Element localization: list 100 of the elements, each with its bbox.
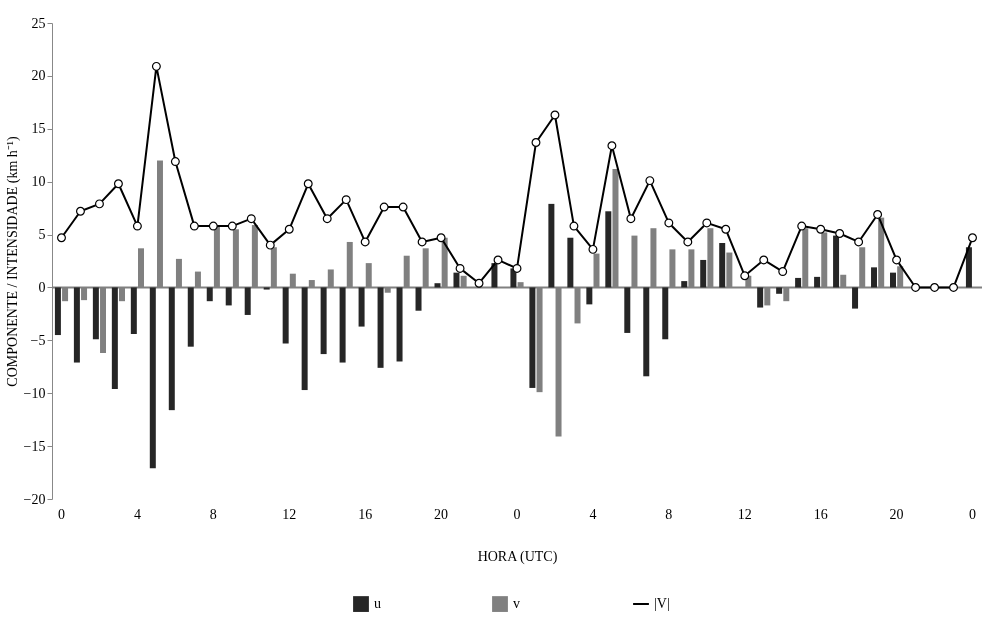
bar xyxy=(73,287,80,363)
point xyxy=(607,141,617,151)
point xyxy=(455,263,465,273)
bar xyxy=(244,287,251,315)
bar xyxy=(814,276,821,288)
bar xyxy=(130,287,137,334)
bar xyxy=(377,287,384,368)
bar xyxy=(396,287,403,362)
x-tick-label: 8 xyxy=(665,506,673,522)
bar xyxy=(187,287,194,347)
point xyxy=(569,221,579,231)
point xyxy=(683,237,693,247)
x-axis-title: HORA (UTC) xyxy=(477,548,558,565)
x-tick-label: 16 xyxy=(358,506,373,522)
x-tick-label: 20 xyxy=(434,506,449,522)
y-axis-title: COMPONENTE / INTENSIDADE (km h⁻¹) xyxy=(4,136,21,387)
bar xyxy=(434,283,441,288)
x-tick-label: 20 xyxy=(889,506,904,522)
y-tick-label: 0 xyxy=(38,279,46,295)
bar xyxy=(54,287,61,336)
bar xyxy=(965,247,972,288)
y-tick-label: −15 xyxy=(23,438,46,454)
point xyxy=(132,221,142,231)
point xyxy=(474,278,484,288)
point xyxy=(417,237,427,247)
point xyxy=(76,206,85,216)
bar xyxy=(605,211,612,288)
point xyxy=(664,218,674,228)
point xyxy=(778,267,788,277)
y-tick-label: 20 xyxy=(31,68,46,84)
point xyxy=(57,233,66,243)
point xyxy=(189,221,199,231)
point xyxy=(968,233,977,243)
bar xyxy=(662,287,669,340)
y-tick-label: −10 xyxy=(23,385,46,401)
bar xyxy=(225,287,232,306)
point xyxy=(512,263,522,273)
x-tick-label: 12 xyxy=(282,506,297,522)
x-tick-label: 12 xyxy=(737,506,752,522)
bar xyxy=(206,287,213,302)
point xyxy=(854,237,864,247)
point xyxy=(284,224,294,234)
bar xyxy=(92,287,99,340)
bar xyxy=(624,287,631,333)
bar xyxy=(586,287,593,305)
point xyxy=(265,240,275,250)
point xyxy=(303,179,313,189)
point xyxy=(94,199,104,209)
bar xyxy=(358,287,365,327)
x-tick-label: 4 xyxy=(589,506,597,522)
point xyxy=(379,202,389,212)
bar xyxy=(567,237,574,288)
point xyxy=(816,224,826,234)
bar xyxy=(282,287,289,344)
bar xyxy=(168,287,175,411)
bar xyxy=(415,287,422,311)
point xyxy=(550,110,560,120)
bar xyxy=(776,287,783,294)
point xyxy=(398,202,408,212)
point xyxy=(645,176,655,186)
point xyxy=(892,255,902,265)
point xyxy=(208,221,218,231)
point xyxy=(227,221,237,231)
point xyxy=(246,214,256,224)
point xyxy=(170,157,180,167)
point xyxy=(873,209,883,219)
legend-label: |V| xyxy=(654,596,670,611)
point xyxy=(835,229,845,238)
x-tick-label: 0 xyxy=(969,506,977,522)
bar xyxy=(149,287,156,469)
x-tick-label: 16 xyxy=(813,506,828,522)
point xyxy=(740,271,750,281)
point xyxy=(341,195,351,205)
x-tick-label: 4 xyxy=(133,506,141,522)
bar xyxy=(795,277,802,288)
point xyxy=(949,282,958,292)
y-tick-label: −5 xyxy=(30,332,46,348)
point xyxy=(493,255,503,265)
legend-label: v xyxy=(513,596,520,612)
legend-label: u xyxy=(374,596,381,612)
point xyxy=(721,224,731,234)
point xyxy=(588,244,598,254)
bar xyxy=(111,287,118,389)
bar xyxy=(453,272,460,288)
bar xyxy=(339,287,346,363)
bar xyxy=(548,203,555,288)
point xyxy=(702,218,712,228)
x-tick-label: 0 xyxy=(57,506,65,522)
point xyxy=(626,214,636,224)
bar xyxy=(700,259,707,288)
bar xyxy=(681,281,688,288)
bar xyxy=(320,287,327,355)
point xyxy=(360,237,370,247)
bar xyxy=(643,287,650,377)
point xyxy=(930,282,940,292)
bar xyxy=(852,287,859,309)
point xyxy=(436,233,446,243)
point xyxy=(797,221,807,231)
bar xyxy=(757,287,764,308)
point xyxy=(911,282,921,292)
